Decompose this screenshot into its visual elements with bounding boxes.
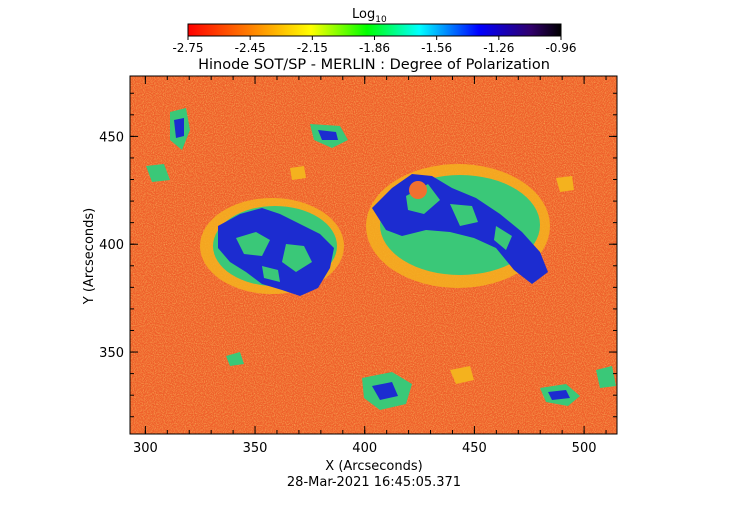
x-axis-ticks: 300 350 400 450 500 — [133, 76, 607, 456]
x-tick-label: 450 — [462, 441, 487, 456]
y-tick-label: 350 — [99, 346, 124, 361]
x-axis-label: X (Arcseconds) — [325, 459, 422, 474]
colorbar-tick-label: -0.96 — [545, 41, 576, 55]
x-tick-label: 350 — [243, 441, 268, 456]
colorbar — [187, 23, 562, 37]
region-left-core — [218, 208, 334, 296]
colorbar-tick-label: -2.15 — [297, 41, 328, 55]
polarization-map — [130, 76, 617, 434]
colorbar-title: Log10 — [352, 7, 387, 25]
y-tick-label: 400 — [99, 238, 124, 253]
plot-title: Hinode SOT/SP - MERLIN : Degree of Polar… — [198, 57, 550, 73]
y-axis-ticks: 350 400 450 — [99, 92, 617, 418]
y-axis-label: Y (Arcseconds) — [82, 208, 97, 305]
x-tick-label: 400 — [352, 441, 377, 456]
colorbar-tick-label: -2.45 — [235, 41, 266, 55]
colorbar-ticks: -2.75 -2.45 -2.15 -1.86 -1.56 -1.26 -0.96 — [172, 36, 577, 55]
colorbar-tick-label: -1.56 — [421, 41, 452, 55]
colorbar-tick-label: -1.86 — [359, 41, 390, 55]
y-tick-label: 450 — [99, 130, 124, 145]
timestamp: 28-Mar-2021 16:45:05.371 — [287, 475, 461, 490]
colorbar-tick-label: -2.75 — [172, 41, 203, 55]
plot-frame — [129, 75, 618, 435]
x-tick-label: 300 — [133, 441, 158, 456]
colorbar-tick-label: -1.26 — [483, 41, 514, 55]
x-tick-label: 500 — [572, 441, 597, 456]
